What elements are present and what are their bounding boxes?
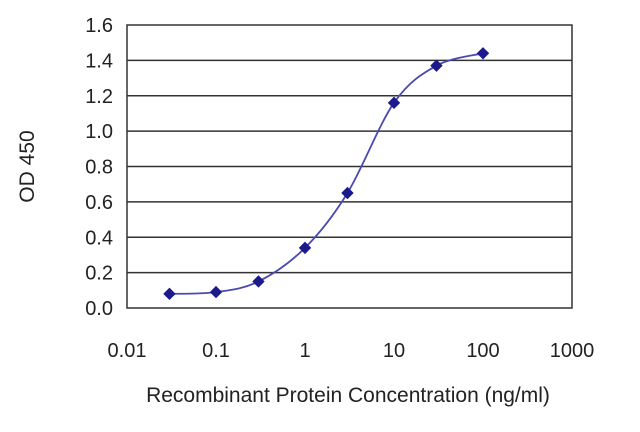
x-tick-label: 1000 <box>550 340 595 362</box>
x-axis-label: Recombinant Protein Concentration (ng/ml… <box>146 384 550 407</box>
x-tick-label: 10 <box>383 340 405 362</box>
y-axis-tick-labels: 0.0 0.2 0.4 0.6 0.8 1.0 1.2 1.4 1.6 <box>85 15 113 320</box>
y-axis-label: OD 450 <box>16 130 39 202</box>
data-point <box>476 47 490 60</box>
series-group <box>163 47 490 301</box>
y-tick-label: 0.8 <box>85 157 113 179</box>
y-tick-label: 0.6 <box>85 192 113 214</box>
y-tick-label: 1.4 <box>85 50 113 72</box>
grid-lines <box>127 59 572 274</box>
data-point <box>163 287 176 301</box>
x-tick-label: 0.1 <box>202 340 230 362</box>
y-tick-label: 0.4 <box>85 227 113 249</box>
data-point <box>209 285 223 299</box>
x-tick-label: 100 <box>466 340 499 362</box>
x-tick-label: 0.01 <box>108 340 147 362</box>
x-axis-tick-labels: 0.01 0.1 1 10 100 1000 <box>108 340 595 362</box>
y-tick-label: 1.2 <box>85 86 113 108</box>
data-point <box>298 241 312 255</box>
y-tick-label: 0.2 <box>85 263 113 285</box>
y-tick-label: 1.0 <box>85 121 113 143</box>
y-tick-label: 0.0 <box>85 298 113 320</box>
x-tick-label: 1 <box>299 340 310 362</box>
data-point <box>341 186 354 200</box>
y-tick-label: 1.6 <box>85 15 113 37</box>
plot-area <box>126 24 573 309</box>
data-point <box>387 96 401 110</box>
data-point <box>430 59 443 72</box>
data-point <box>252 275 265 288</box>
series-line <box>169 52 484 295</box>
